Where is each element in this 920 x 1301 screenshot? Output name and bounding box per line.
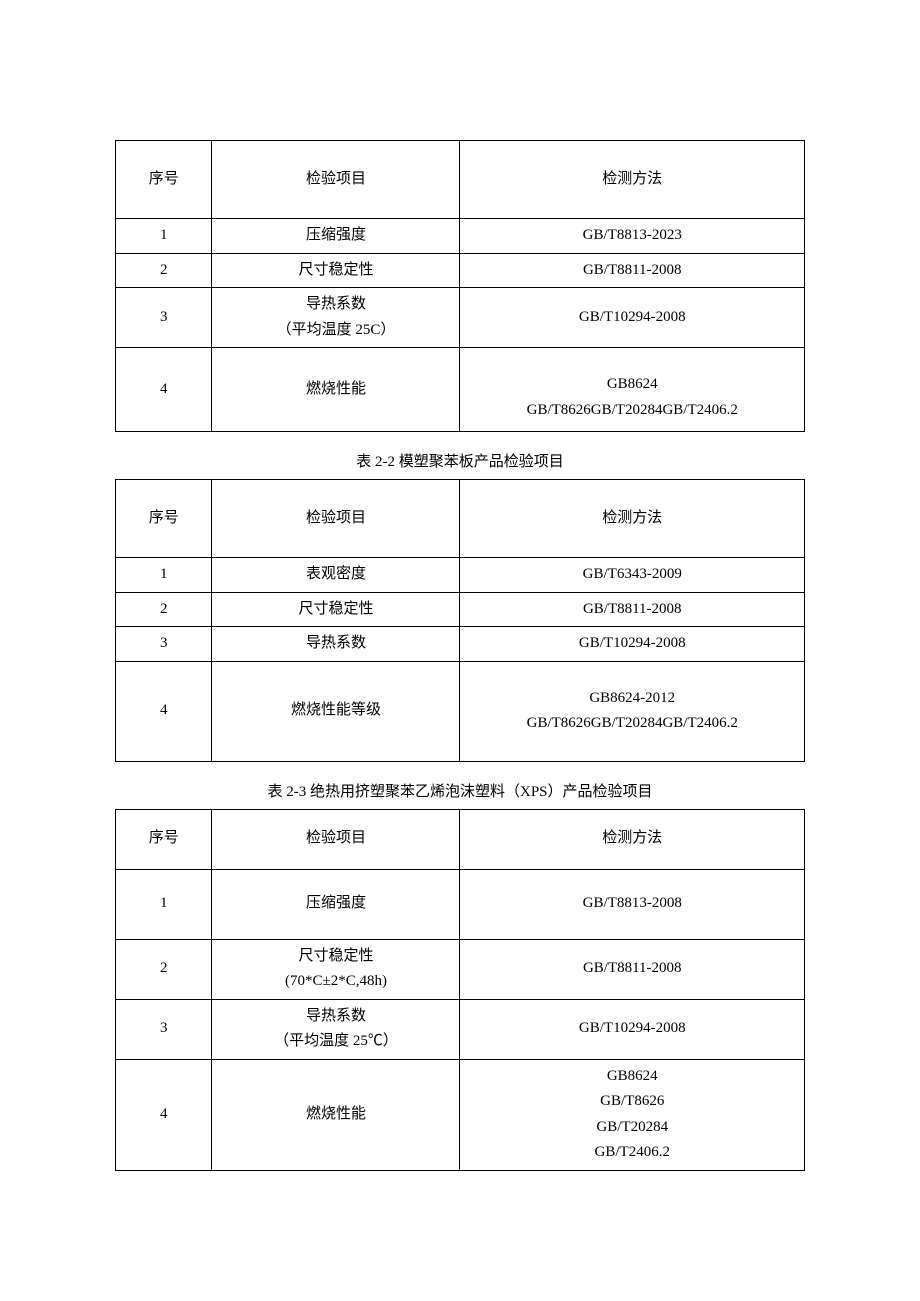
- cell-method: GB/T10294-2008: [460, 999, 805, 1059]
- table-row: 3 导热系数 （平均温度 25℃） GB/T10294-2008: [116, 999, 805, 1059]
- cell-seq: 4: [116, 661, 212, 761]
- cell-method: GB/T8811-2008: [460, 592, 805, 627]
- table-row: 4 燃烧性能 GB8624 GB/T8626GB/T20284GB/T2406.…: [116, 348, 805, 432]
- table-2-title: 表 2-2 模塑聚苯板产品检验项目: [115, 450, 805, 471]
- cell-method-line2: GB/T8626: [466, 1089, 798, 1115]
- cell-method-line1: GB8624-2012: [466, 686, 798, 712]
- table-2-header-row: 序号 检验项目 检测方法: [116, 480, 805, 558]
- table-row: 1 压缩强度 GB/T8813-2008: [116, 869, 805, 939]
- table-1: 序号 检验项目 检测方法 1 压缩强度 GB/T8813-2023 2 尺寸稳定…: [115, 140, 805, 432]
- table-row: 4 燃烧性能等级 GB8624-2012 GB/T8626GB/T20284GB…: [116, 661, 805, 761]
- cell-item: 尺寸稳定性: [212, 253, 460, 288]
- table-row: 1 表观密度 GB/T6343-2009: [116, 558, 805, 593]
- table-2: 序号 检验项目 检测方法 1 表观密度 GB/T6343-2009 2 尺寸稳定…: [115, 479, 805, 762]
- cell-method: GB8624 GB/T8626GB/T20284GB/T2406.2: [460, 348, 805, 432]
- cell-seq: 2: [116, 253, 212, 288]
- cell-item: 压缩强度: [212, 219, 460, 254]
- cell-seq: 2: [116, 592, 212, 627]
- header-seq: 序号: [116, 480, 212, 558]
- cell-item: 压缩强度: [212, 869, 460, 939]
- cell-item: 燃烧性能: [212, 1059, 460, 1170]
- cell-item-line2: （平均温度 25C）: [218, 318, 453, 344]
- cell-item: 尺寸稳定性: [212, 592, 460, 627]
- cell-item: 导热系数: [212, 627, 460, 662]
- cell-method-line1: GB8624: [466, 1064, 798, 1090]
- table-row: 3 导热系数 （平均温度 25C） GB/T10294-2008: [116, 288, 805, 348]
- cell-method-line2: GB/T8626GB/T20284GB/T2406.2: [466, 398, 798, 424]
- cell-method-line4: GB/T2406.2: [466, 1140, 798, 1166]
- cell-seq: 4: [116, 1059, 212, 1170]
- cell-seq: 1: [116, 869, 212, 939]
- cell-item: 尺寸稳定性 (70*C±2*C,48h): [212, 939, 460, 999]
- cell-item: 导热系数 （平均温度 25℃）: [212, 999, 460, 1059]
- cell-seq: 2: [116, 939, 212, 999]
- header-item: 检验项目: [212, 809, 460, 869]
- table-3: 序号 检验项目 检测方法 1 压缩强度 GB/T8813-2008 2 尺寸稳定…: [115, 809, 805, 1171]
- cell-item-line2: （平均温度 25℃）: [218, 1029, 453, 1055]
- header-seq: 序号: [116, 809, 212, 869]
- table-row: 1 压缩强度 GB/T8813-2023: [116, 219, 805, 254]
- cell-seq: 3: [116, 288, 212, 348]
- cell-method: GB/T10294-2008: [460, 627, 805, 662]
- cell-method: GB/T8813-2023: [460, 219, 805, 254]
- cell-method: GB/T8813-2008: [460, 869, 805, 939]
- table-row: 2 尺寸稳定性 GB/T8811-2008: [116, 592, 805, 627]
- header-item: 检验项目: [212, 141, 460, 219]
- cell-item: 燃烧性能等级: [212, 661, 460, 761]
- cell-method: GB/T8811-2008: [460, 939, 805, 999]
- table-row: 3 导热系数 GB/T10294-2008: [116, 627, 805, 662]
- cell-item: 燃烧性能: [212, 348, 460, 432]
- cell-method: GB/T6343-2009: [460, 558, 805, 593]
- cell-method-line3: GB/T20284: [466, 1115, 798, 1141]
- header-seq: 序号: [116, 141, 212, 219]
- cell-method: GB8624-2012 GB/T8626GB/T20284GB/T2406.2: [460, 661, 805, 761]
- table-row: 2 尺寸稳定性 GB/T8811-2008: [116, 253, 805, 288]
- cell-seq: 3: [116, 999, 212, 1059]
- cell-seq: 3: [116, 627, 212, 662]
- cell-item-line1: 尺寸稳定性: [218, 944, 453, 970]
- cell-method: GB8624 GB/T8626 GB/T20284 GB/T2406.2: [460, 1059, 805, 1170]
- cell-method-line2: GB/T8626GB/T20284GB/T2406.2: [466, 711, 798, 737]
- cell-method: GB/T10294-2008: [460, 288, 805, 348]
- table-row: 2 尺寸稳定性 (70*C±2*C,48h) GB/T8811-2008: [116, 939, 805, 999]
- header-method: 检测方法: [460, 141, 805, 219]
- cell-item-line1: 导热系数: [218, 1004, 453, 1030]
- cell-method-line1: GB8624: [466, 372, 798, 398]
- cell-seq: 1: [116, 558, 212, 593]
- header-item: 检验项目: [212, 480, 460, 558]
- table-3-title: 表 2-3 绝热用挤塑聚苯乙烯泡沫塑料（XPS）产品检验项目: [115, 780, 805, 801]
- table-1-header-row: 序号 检验项目 检测方法: [116, 141, 805, 219]
- cell-seq: 1: [116, 219, 212, 254]
- cell-item-line1: 导热系数: [218, 292, 453, 318]
- table-row: 4 燃烧性能 GB8624 GB/T8626 GB/T20284 GB/T240…: [116, 1059, 805, 1170]
- cell-item: 导热系数 （平均温度 25C）: [212, 288, 460, 348]
- cell-item: 表观密度: [212, 558, 460, 593]
- header-method: 检测方法: [460, 809, 805, 869]
- cell-method: GB/T8811-2008: [460, 253, 805, 288]
- table-3-header-row: 序号 检验项目 检测方法: [116, 809, 805, 869]
- header-method: 检测方法: [460, 480, 805, 558]
- cell-seq: 4: [116, 348, 212, 432]
- cell-item-line2: (70*C±2*C,48h): [218, 969, 453, 995]
